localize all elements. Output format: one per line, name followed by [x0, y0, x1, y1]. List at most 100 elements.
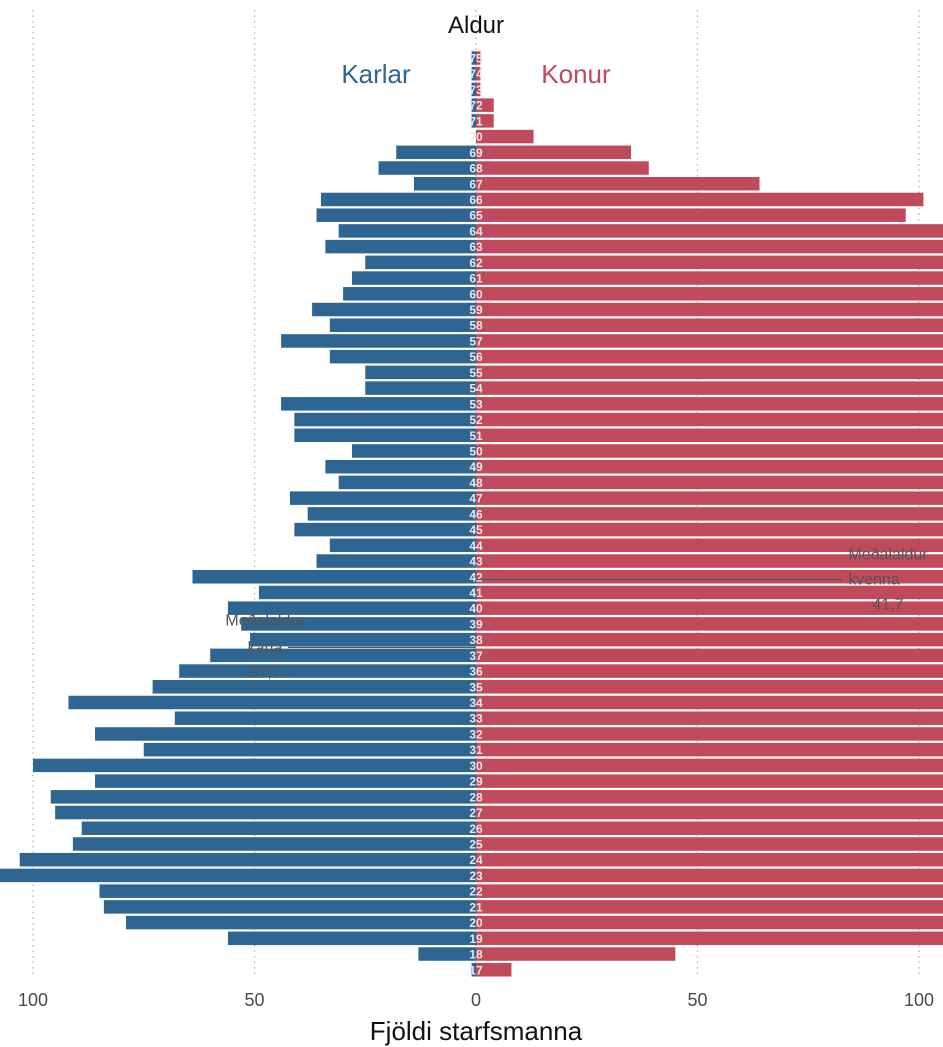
bar-konur-29 [476, 774, 943, 788]
bar-karlar-42 [192, 570, 477, 584]
annot-karla-line-2: 37,7 [249, 664, 280, 681]
age-label-39: 39 [469, 617, 483, 631]
bar-konur-43 [476, 554, 943, 568]
bar-konur-50 [476, 444, 943, 458]
age-label-45: 45 [469, 523, 483, 537]
bar-karlar-28 [50, 790, 476, 804]
age-label-37: 37 [469, 649, 483, 663]
age-label-32: 32 [469, 727, 483, 741]
age-label-22: 22 [469, 885, 483, 899]
bar-konur-28 [476, 790, 943, 804]
age-label-17: 17 [469, 963, 483, 977]
age-label-54: 54 [469, 382, 483, 396]
age-label-35: 35 [469, 680, 483, 694]
bar-konur-54 [476, 381, 943, 395]
age-label-46: 46 [469, 507, 483, 521]
bar-konur-75 [476, 51, 481, 65]
bar-karlar-31 [143, 742, 476, 757]
bar-karlar-51 [294, 428, 476, 443]
bar-konur-40 [476, 601, 943, 615]
bar-konur-26 [476, 821, 943, 836]
x-tick-label-4: 0 [471, 990, 481, 1010]
bar-karlar-71 [471, 114, 476, 128]
bar-karlar-63 [325, 239, 476, 254]
age-label-75: 75 [469, 51, 483, 65]
bar-karlar-64 [338, 224, 476, 238]
bar-konur-60 [476, 287, 943, 301]
bar-karlar-34 [68, 695, 476, 710]
age-label-34: 34 [469, 696, 483, 710]
age-label-47: 47 [469, 492, 483, 506]
bar-karlar-18 [418, 947, 476, 961]
bar-karlar-35 [152, 680, 477, 694]
bar-konur-20 [476, 915, 943, 930]
bar-karlar-52 [294, 412, 476, 427]
bar-karlar-40 [227, 601, 476, 615]
bar-konur-41 [476, 585, 943, 600]
annot-karla-line-0: Meðalaldur [225, 612, 305, 629]
age-label-70: 70 [469, 130, 483, 144]
annot-kvenna-line-2: 41,7 [872, 596, 903, 613]
age-label-21: 21 [469, 900, 483, 914]
bar-karlar-53 [281, 397, 476, 411]
bar-konur-35 [476, 680, 943, 694]
bar-konur-65 [476, 208, 906, 222]
bar-karlar-43 [316, 554, 476, 568]
age-label-65: 65 [469, 209, 483, 223]
bar-karlar-54 [365, 381, 476, 395]
age-label-56: 56 [469, 350, 483, 364]
age-label-41: 41 [469, 586, 483, 600]
bar-konur-27 [476, 805, 943, 820]
bar-karlar-47 [289, 491, 476, 505]
age-label-20: 20 [469, 916, 483, 930]
bar-konur-67 [476, 177, 760, 191]
bar-karlar-30 [33, 758, 476, 773]
bar-konur-36 [476, 664, 943, 678]
bar-karlar-19 [227, 931, 476, 946]
age-label-52: 52 [469, 413, 483, 427]
bar-karlar-68 [378, 161, 476, 175]
annot-kvenna-line-0: Meðalaldur [848, 546, 928, 563]
bar-konur-58 [476, 318, 943, 332]
annot-kvenna-line-1: kvenna [848, 571, 900, 588]
bar-karlar-67 [413, 177, 476, 191]
bar-karlar-75 [471, 51, 476, 65]
bar-konur-39 [476, 617, 943, 631]
bar-konur-57 [476, 334, 943, 348]
bar-karlar-61 [351, 271, 476, 285]
age-label-25: 25 [469, 837, 483, 851]
bar-karlar-37 [210, 648, 476, 663]
age-label-38: 38 [469, 633, 483, 647]
bar-konur-19 [476, 931, 943, 946]
bar-konur-63 [476, 239, 943, 254]
age-label-27: 27 [469, 806, 483, 820]
age-label-18: 18 [469, 948, 483, 962]
age-label-62: 62 [469, 256, 483, 270]
age-label-61: 61 [469, 272, 483, 286]
bar-konur-69 [476, 145, 632, 160]
bar-karlar-22 [99, 884, 476, 898]
bar-konur-30 [476, 758, 943, 773]
age-label-23: 23 [469, 869, 483, 883]
age-label-68: 68 [469, 162, 483, 176]
bar-konur-74 [476, 66, 481, 81]
x-tick-label-6: 100 [904, 990, 934, 1010]
bar-konur-45 [476, 522, 943, 537]
bar-konur-33 [476, 711, 943, 725]
x-tick-label-2: 100 [18, 990, 48, 1010]
age-label-36: 36 [469, 665, 483, 679]
x-tick-label-3: 50 [244, 990, 264, 1010]
age-label-66: 66 [469, 193, 483, 207]
age-label-33: 33 [469, 712, 483, 726]
mean-age-annotations: Meðalaldur kvenna 41,7 Meðalaldur karla 37,7 [225, 546, 928, 681]
age-label-31: 31 [469, 743, 483, 757]
bar-konur-72 [476, 98, 494, 112]
bar-karlar-56 [329, 349, 476, 364]
age-label-67: 67 [469, 177, 483, 191]
age-label-24: 24 [469, 853, 483, 867]
bar-karlar-32 [95, 727, 477, 741]
age-label-30: 30 [469, 759, 483, 773]
bar-karlar-39 [241, 617, 476, 631]
age-label-57: 57 [469, 334, 483, 348]
bar-karlar-69 [396, 145, 476, 160]
